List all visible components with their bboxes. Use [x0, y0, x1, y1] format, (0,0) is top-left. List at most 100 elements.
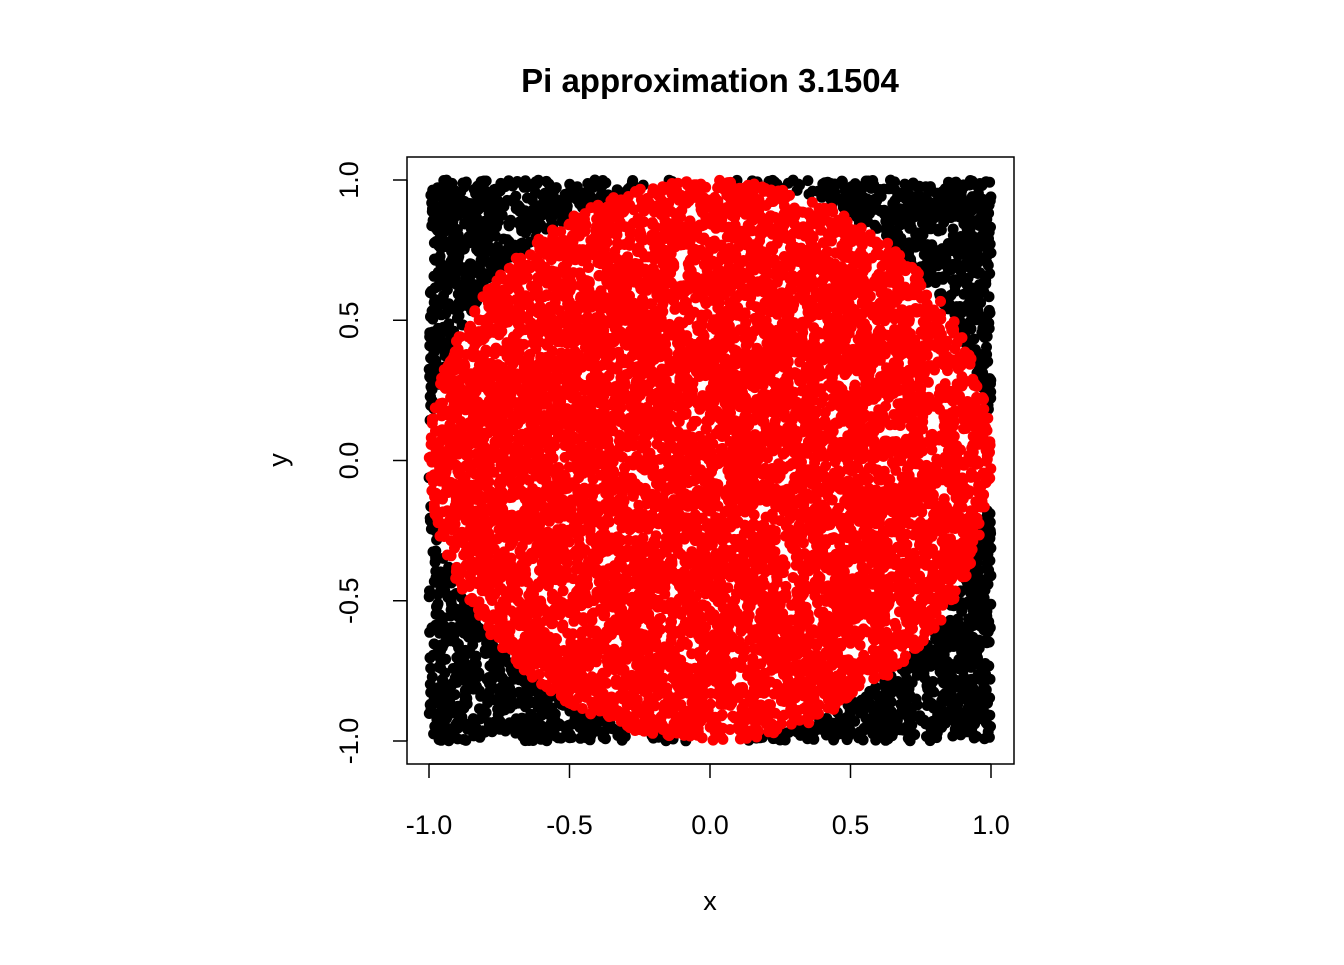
outside-point — [939, 243, 951, 255]
outside-point — [978, 616, 990, 627]
outside-point — [561, 200, 573, 212]
outside-point — [470, 628, 482, 640]
outside-point — [973, 279, 985, 291]
outside-point — [435, 734, 447, 746]
outside-point — [521, 697, 533, 709]
outside-point — [473, 190, 484, 202]
outside-point — [573, 193, 585, 205]
outside-point — [966, 175, 978, 187]
outside-point — [849, 178, 861, 190]
outside-point — [968, 650, 980, 662]
outside-point — [954, 211, 966, 223]
outside-point — [479, 726, 491, 738]
outside-point — [912, 189, 924, 201]
outside-point — [931, 712, 943, 724]
outside-point — [838, 193, 850, 205]
outside-point — [482, 697, 494, 709]
outside-point — [984, 268, 996, 280]
outside-point — [464, 647, 476, 659]
outside-point — [897, 687, 908, 699]
outside-point — [485, 718, 496, 730]
outside-point — [496, 655, 508, 667]
outside-point — [433, 569, 445, 581]
outside-point — [530, 224, 542, 236]
outside-point — [820, 729, 832, 741]
outside-point — [426, 671, 438, 683]
outside-point — [856, 699, 868, 711]
outside-point — [587, 179, 599, 191]
outside-point — [935, 646, 947, 658]
outside-point — [983, 304, 995, 316]
outside-point — [938, 695, 950, 707]
outside-point — [982, 578, 994, 590]
outside-point — [435, 639, 446, 651]
outside-point — [462, 288, 474, 300]
outside-point — [445, 186, 457, 198]
outside-point — [534, 695, 546, 707]
outside-point — [560, 191, 572, 203]
outside-point — [539, 704, 551, 716]
outside-point — [913, 203, 925, 215]
outside-point — [922, 253, 934, 265]
outside-point — [484, 684, 496, 696]
outside-point — [494, 723, 506, 735]
outside-point — [470, 658, 482, 670]
outside-point — [953, 663, 965, 675]
outside-point — [904, 218, 916, 230]
outside-point — [432, 598, 444, 610]
outside-point — [961, 657, 973, 669]
outside-point — [955, 729, 967, 741]
outside-point — [862, 713, 874, 725]
outside-point — [802, 175, 814, 187]
outside-point — [431, 710, 443, 722]
outside-point — [956, 185, 967, 197]
outside-point — [484, 200, 496, 212]
outside-point — [428, 347, 440, 359]
outside-point — [984, 709, 996, 721]
outside-point — [964, 633, 976, 645]
outside-point — [982, 548, 994, 560]
outside-point — [435, 585, 447, 597]
outside-point — [441, 724, 453, 736]
outside-point — [980, 176, 992, 188]
outside-point — [904, 701, 916, 713]
outside-point — [836, 175, 848, 187]
outside-point — [510, 190, 522, 202]
outside-point — [549, 714, 561, 726]
outside-point — [434, 609, 446, 621]
outside-point — [488, 641, 500, 653]
outside-point — [940, 714, 952, 725]
outside-point — [489, 213, 501, 225]
outside-point — [972, 187, 984, 199]
outside-point — [433, 233, 445, 245]
outside-point — [489, 668, 500, 679]
outside-point — [435, 279, 447, 291]
outside-point — [852, 204, 863, 215]
outside-point — [920, 181, 932, 193]
outside-point — [931, 187, 943, 199]
outside-point — [439, 681, 451, 693]
outside-point — [928, 203, 940, 215]
outside-point — [453, 297, 465, 309]
outside-point — [432, 322, 444, 334]
outside-point — [477, 707, 489, 719]
outside-point — [515, 727, 527, 739]
outside-point — [945, 289, 957, 301]
outside-point — [931, 727, 943, 739]
outside-point — [982, 626, 994, 638]
outside-point — [819, 177, 831, 189]
outside-point — [870, 734, 882, 746]
outside-point — [983, 199, 995, 211]
outside-point — [921, 239, 933, 251]
outside-point — [454, 648, 466, 660]
outside-point — [473, 669, 485, 680]
outside-point — [928, 686, 940, 698]
outside-point — [426, 220, 438, 232]
outside-point — [433, 269, 445, 281]
outside-point — [977, 349, 989, 360]
outside-point — [442, 591, 454, 603]
outside-point — [983, 564, 995, 576]
outside-point — [960, 644, 972, 656]
